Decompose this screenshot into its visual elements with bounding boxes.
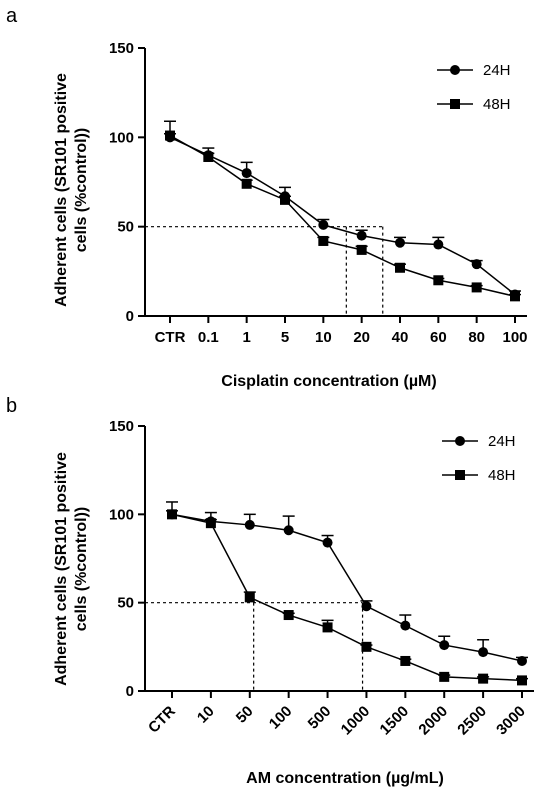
panel-a-point [241,168,252,179]
panel-b-plot: 0 50 100 150 CTR 10 50 100 500 1000 1500 2000 2500 30… [109,418,534,738]
panel-b-point [244,592,255,603]
panel-a-y-tick-label: 100 [109,129,134,146]
panel-b-legend-label: 48H [488,467,516,484]
panel-b-point [322,622,333,633]
panel-b-xlabel: AM concentration (µg/mL) [246,770,444,787]
panel-a-y-tick-label: 150 [109,40,134,57]
panel-b-x-tick-label: CTR [145,703,179,737]
panel-b-legend-marker [455,470,465,480]
panel-b-point [361,641,372,652]
panel-b-letter: b [6,395,17,417]
panel-a-legend-marker [450,99,460,109]
panel-a-point [318,219,329,230]
panel-a-x-tick-label: 40 [392,329,409,346]
panel-b-point [439,671,450,682]
panel-b-point [361,601,372,612]
panel-b-series-24H [166,501,528,666]
panel-a-x-tick-label: CTR [155,329,186,346]
panel-b-y-tick-label: 150 [109,418,134,435]
panel-b-series-line [171,513,523,682]
panel-b-legend-marker [455,436,465,446]
panel-b-x-tick-label: 100 [266,703,296,733]
panel-a-series-48H [164,120,521,302]
panel-a-x-tick-label: 60 [430,329,447,346]
panel-b-point [478,647,489,658]
panel-b: b Adherent cells (SR101 positive cells (… [6,395,534,787]
panel-b-point [322,537,333,548]
panel-a-point [203,151,214,162]
panel-b-point [244,519,255,530]
panel-b-point [517,655,527,666]
panel-a-x-tick-label: 80 [468,329,485,346]
panel-b-x-tick-label: 1000 [338,703,374,739]
panel-b-point [478,673,489,684]
panel-a-point [280,194,290,205]
panel-a-point [510,291,520,302]
panel-a-legend: 24H 48H [437,62,511,113]
panel-b-x-tick-label: 2500 [454,703,490,739]
panel-b-point [205,518,216,529]
panel-b-point [439,640,450,651]
panel-b-series-48H [166,509,528,686]
panel-a-point [471,259,482,270]
panel-b-point [517,675,527,686]
panel-a-series-24H [164,132,521,300]
panel-b-ylabel-line1: Adherent cells (SR101 positive [53,452,70,686]
panel-b-point [283,610,294,621]
panel-b-x-tick-label: 3000 [493,703,529,739]
panel-a-legend-marker [450,65,460,75]
panel-a-x-tick-label: 10 [315,329,332,346]
panel-a-point [433,239,444,250]
panel-b-point [283,525,294,536]
panel-b-x-tick-label: 10 [194,703,218,727]
panel-a-ylabel-line2: cells (%control)) [73,128,90,252]
panel-b-series-line [171,513,523,662]
panel-a-point [395,262,405,273]
panel-a-point [241,178,252,189]
panel-a-letter: a [6,5,18,27]
panel-a-legend-label: 24H [483,62,511,79]
panel-b-point [400,620,411,631]
panel-a-point [395,237,405,248]
panel-b-point [167,509,177,520]
panel-b-x-tick-label: 500 [305,703,335,733]
panel-a-point [433,275,444,286]
panel-a-x-tick-label: 5 [281,329,289,346]
panel-a-plot: 0 50 100 150 CTR 0.1 1 5 10 20 40 60 80 100 [109,40,528,346]
panel-a-x-tick-label: 100 [502,329,527,346]
panel-a-x-tick-label: 20 [353,329,370,346]
panel-a-point [318,235,329,246]
panel-a-point [356,244,367,255]
panel-a-point [471,282,482,293]
panel-a-ylabel-line1: Adherent cells (SR101 positive [53,73,70,307]
panel-b-y-tick-label: 0 [126,683,134,700]
panel-a-y-tick-label: 50 [117,219,134,236]
panel-b-y-tick-label: 50 [117,595,134,612]
panel-b-y-tick-label: 100 [109,506,134,523]
panel-a-x-tick-label: 1 [242,329,250,346]
panel-b-ylabel-line2: cells (%control)) [73,507,90,631]
panel-a-x-tick-label: 0.1 [198,329,219,346]
panel-b-x-tick-label: 1500 [377,703,413,739]
panel-b-legend-label: 24H [488,433,516,450]
panel-b-x-tick-label: 50 [233,703,257,727]
panel-b-x-tick-label: 2000 [415,703,451,739]
panel-b-legend: 24H 48H [442,433,516,484]
panel-a-series-line [169,136,516,296]
panel-a-point [165,130,175,141]
panel-a-legend-label: 48H [483,96,511,113]
panel-a-xlabel: Cisplatin concentration (µM) [221,373,436,390]
panel-a: a Adherent cells (SR101 positive cells (… [6,5,528,390]
panel-a-series-line [169,134,516,298]
panel-b-point [400,655,411,666]
panel-a-point [356,230,367,241]
panel-a-y-tick-label: 0 [126,308,134,325]
